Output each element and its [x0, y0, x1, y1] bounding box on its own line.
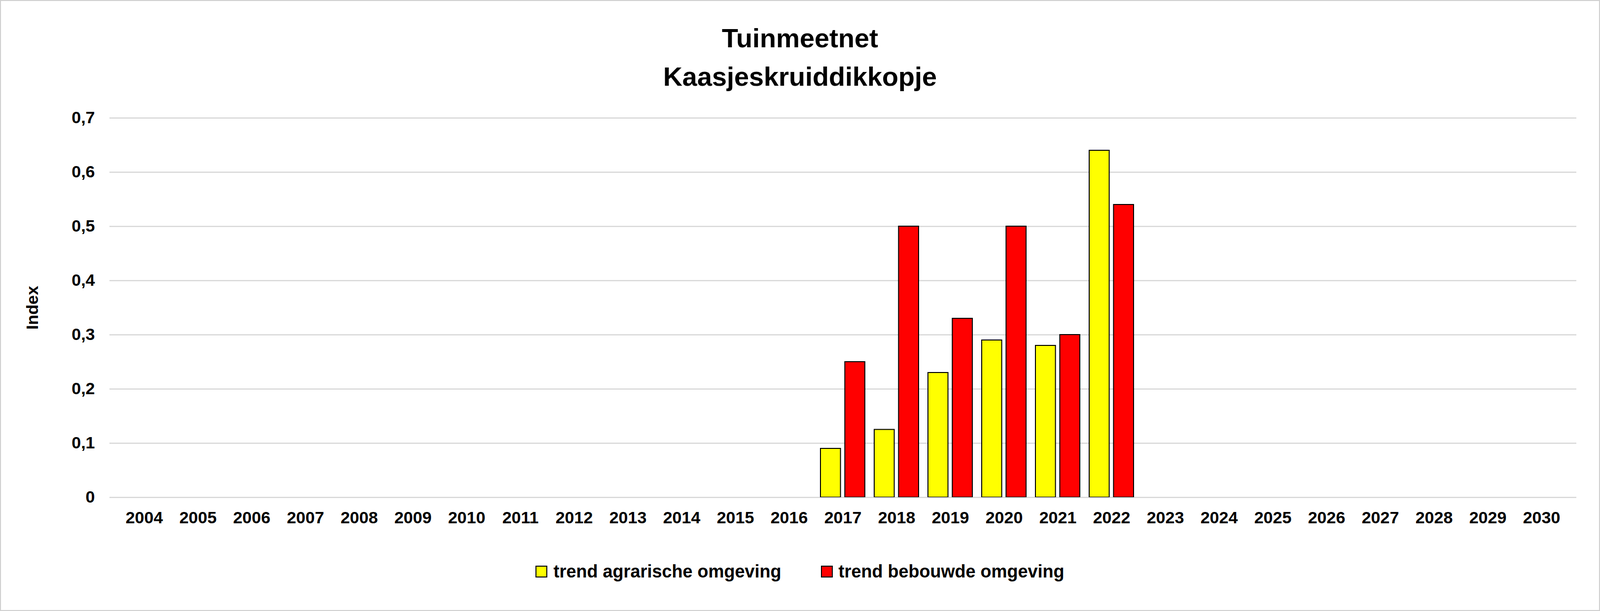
svg-text:2004: 2004	[125, 508, 164, 528]
svg-text:2006: 2006	[233, 508, 271, 528]
svg-text:0,1: 0,1	[71, 433, 95, 453]
html-text:Kaasjeskruiddikkopje: Kaasjeskruiddikkopje	[663, 61, 937, 92]
html-text:trend agrarische omgeving: trend agrarische omgeving	[553, 561, 782, 582]
svg-text:2017: 2017	[824, 508, 862, 528]
svg-text:2021: 2021	[1039, 508, 1077, 528]
svg-text:2015: 2015	[716, 508, 755, 528]
svg-text:2023: 2023	[1146, 508, 1185, 528]
svg-text:2022: 2022	[1093, 508, 1131, 528]
svg-text:0,7: 0,7	[71, 107, 95, 127]
svg-text:2019: 2019	[931, 508, 970, 528]
svg-text:2016: 2016	[770, 508, 809, 528]
svg-text:2005: 2005	[179, 508, 217, 528]
svg-text:2027: 2027	[1361, 508, 1400, 528]
svg-text:0,6: 0,6	[71, 162, 95, 181]
svg-text:Index: Index	[22, 285, 42, 330]
html-text:trend bebouwde omgeving: trend bebouwde omgeving	[838, 561, 1065, 582]
svg-text:2028: 2028	[1415, 508, 1454, 528]
svg-text:2018: 2018	[878, 508, 916, 528]
svg-text:2008: 2008	[340, 508, 379, 528]
svg-text:2009: 2009	[394, 508, 432, 528]
svg-text:2026: 2026	[1308, 508, 1346, 528]
svg-text:2029: 2029	[1469, 508, 1507, 528]
svg-text:2013: 2013	[609, 508, 647, 528]
html-text:Tuinmeetnet: Tuinmeetnet	[721, 23, 879, 53]
svg-text:2020: 2020	[985, 508, 1024, 528]
svg-text:2012: 2012	[555, 508, 594, 528]
svg-text:0,4: 0,4	[71, 270, 95, 290]
svg-text:2030: 2030	[1523, 508, 1561, 528]
svg-text:2007: 2007	[286, 508, 325, 528]
svg-text:0,3: 0,3	[71, 324, 95, 344]
svg-text:2010: 2010	[448, 508, 486, 528]
svg-text:0,2: 0,2	[71, 379, 95, 398]
svg-text:2024: 2024	[1200, 508, 1239, 528]
svg-text:2011: 2011	[502, 508, 539, 528]
svg-text:2014: 2014	[663, 508, 701, 528]
svg-text:0,5: 0,5	[71, 216, 95, 236]
svg-text:0: 0	[85, 487, 96, 507]
svg-text:2025: 2025	[1254, 508, 1292, 528]
